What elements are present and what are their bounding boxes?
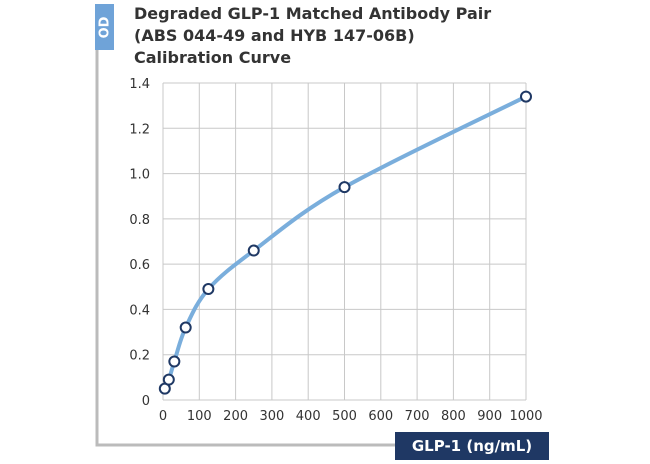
data-point (520, 90, 532, 103)
y-axis-label: OD (95, 4, 114, 50)
x-tick-label: 700 (405, 409, 430, 424)
x-tick-label: 100 (187, 409, 212, 424)
y-tick-label: 1.2 (129, 122, 150, 137)
x-axis-label: GLP-1 (ng/mL) (395, 432, 549, 460)
y-tick-label: 0.8 (129, 213, 150, 228)
y-tick-label: 0.2 (129, 349, 150, 364)
title-line-3: Calibration Curve (134, 48, 292, 67)
x-tick-label: 500 (332, 409, 357, 424)
data-point (338, 181, 351, 194)
data-point (247, 244, 260, 257)
x-tick-label: 1000 (509, 409, 542, 424)
x-tick-label: 900 (477, 409, 502, 424)
data-point (162, 373, 175, 386)
x-tick-label: 200 (223, 409, 248, 424)
y-tick-label: 0 (142, 394, 150, 409)
y-tick-label: 0.6 (129, 258, 150, 273)
data-point (179, 321, 192, 334)
data-point (202, 283, 215, 296)
x-axis-label-text: GLP-1 (ng/mL) (411, 437, 533, 455)
y-tick-label: 1.0 (129, 168, 150, 183)
x-tick-label: 300 (259, 409, 284, 424)
x-tick-label: 0 (159, 409, 167, 424)
y-tick-label: 1.4 (129, 77, 150, 92)
title-line-2: (ABS 044-49 and HYB 147-06B) (134, 26, 415, 45)
data-point (168, 355, 181, 368)
x-tick-label: 400 (296, 409, 321, 424)
y-tick-label: 0.4 (129, 303, 150, 318)
x-tick-label: 600 (368, 409, 393, 424)
axis-frame (95, 50, 395, 447)
x-tick-label: 800 (441, 409, 466, 424)
chart-title: Degraded GLP-1 Matched Antibody Pair (AB… (134, 3, 491, 69)
series-line (162, 94, 528, 391)
title-line-1: Degraded GLP-1 Matched Antibody Pair (134, 4, 492, 23)
